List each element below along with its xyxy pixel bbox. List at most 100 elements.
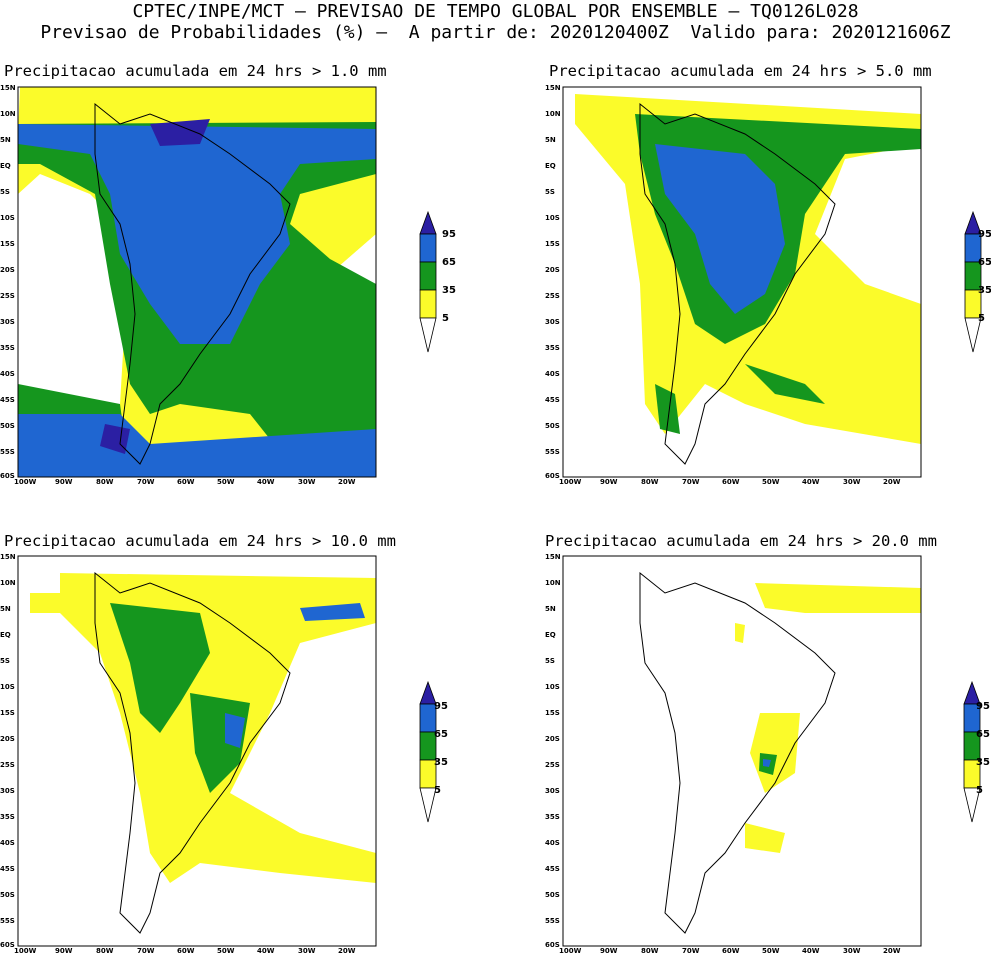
svg-text:70W: 70W bbox=[682, 947, 700, 955]
coastline bbox=[94, 102, 291, 465]
coastline bbox=[639, 102, 836, 465]
legend-label-65: 65 bbox=[434, 729, 448, 740]
svg-text:50S: 50S bbox=[545, 422, 560, 430]
svg-text:80W: 80W bbox=[641, 478, 659, 486]
svg-text:55S: 55S bbox=[0, 448, 15, 456]
svg-text:90W: 90W bbox=[600, 947, 618, 955]
svg-text:35S: 35S bbox=[545, 813, 560, 821]
panel-title-5mm: Precipitacao acumulada em 24 hrs > 5.0 m… bbox=[549, 62, 932, 80]
svg-text:40S: 40S bbox=[0, 839, 15, 847]
svg-text:25S: 25S bbox=[545, 761, 560, 769]
legend-colorbar-1mm bbox=[419, 210, 437, 353]
svg-text:60S: 60S bbox=[545, 472, 560, 480]
legend-label-35: 35 bbox=[434, 757, 448, 768]
svg-text:15S: 15S bbox=[0, 709, 15, 717]
svg-text:25S: 25S bbox=[0, 761, 15, 769]
svg-text:55S: 55S bbox=[545, 448, 560, 456]
svg-text:55S: 55S bbox=[0, 917, 15, 925]
svg-text:40S: 40S bbox=[0, 370, 15, 378]
main-subtitle: Previsao de Probabilidades (%) – A parti… bbox=[40, 22, 951, 43]
svg-text:60S: 60S bbox=[0, 472, 15, 480]
svg-text:80W: 80W bbox=[96, 478, 114, 486]
svg-text:30W: 30W bbox=[843, 478, 861, 486]
svg-text:60S: 60S bbox=[0, 941, 15, 949]
svg-text:20W: 20W bbox=[883, 478, 901, 486]
svg-text:40W: 40W bbox=[802, 947, 820, 955]
svg-text:5S: 5S bbox=[0, 188, 10, 196]
prob-65-region bbox=[655, 144, 785, 314]
svg-text:EQ: EQ bbox=[0, 631, 11, 639]
svg-text:20W: 20W bbox=[338, 947, 356, 955]
svg-text:40W: 40W bbox=[257, 947, 275, 955]
svg-text:70W: 70W bbox=[682, 478, 700, 486]
svg-text:EQ: EQ bbox=[545, 162, 556, 170]
legend-label-5: 5 bbox=[978, 313, 985, 324]
map-panel-20mm: 15N 10N 5N EQ 5S 10S 15S 20S 25S 30S 35S… bbox=[545, 553, 922, 955]
svg-text:35S: 35S bbox=[545, 344, 560, 352]
svg-text:20S: 20S bbox=[0, 266, 15, 274]
svg-text:5S: 5S bbox=[0, 657, 10, 665]
svg-text:70W: 70W bbox=[137, 947, 155, 955]
lat-tick-labels: 15N 10N 5N EQ 5S 10S 15S 20S 25S 30S 35S… bbox=[545, 84, 561, 480]
svg-text:20S: 20S bbox=[0, 735, 15, 743]
prob-5-region bbox=[735, 583, 921, 853]
svg-text:40S: 40S bbox=[545, 839, 560, 847]
legend-colorbar-10mm bbox=[419, 680, 437, 823]
svg-text:30W: 30W bbox=[843, 947, 861, 955]
lon-tick-labels: 100W 90W 80W 70W 60W 50W 40W 30W 20W bbox=[14, 947, 356, 955]
svg-text:10N: 10N bbox=[545, 110, 561, 118]
svg-text:40W: 40W bbox=[257, 478, 275, 486]
prob-95-region bbox=[100, 119, 210, 454]
legend-label-65: 65 bbox=[978, 257, 991, 268]
svg-text:30S: 30S bbox=[545, 318, 560, 326]
svg-text:30S: 30S bbox=[0, 318, 15, 326]
coastline bbox=[639, 571, 836, 934]
svg-text:90W: 90W bbox=[600, 478, 618, 486]
svg-text:55S: 55S bbox=[545, 917, 560, 925]
svg-text:30W: 30W bbox=[298, 947, 316, 955]
legend-colorbar-20mm bbox=[963, 680, 981, 823]
svg-text:70W: 70W bbox=[137, 478, 155, 486]
svg-text:50W: 50W bbox=[762, 478, 780, 486]
svg-text:5N: 5N bbox=[0, 605, 11, 613]
legend-colorbar-5mm bbox=[964, 210, 982, 353]
svg-text:100W: 100W bbox=[559, 478, 582, 486]
lon-tick-labels: 100W 90W 80W 70W 60W 50W 40W 30W 20W bbox=[14, 478, 356, 486]
lon-tick-labels: 100W 90W 80W 70W 60W 50W 40W 30W 20W bbox=[559, 478, 901, 486]
svg-text:100W: 100W bbox=[559, 947, 582, 955]
svg-text:45S: 45S bbox=[545, 396, 560, 404]
panel-title-10mm: Precipitacao acumulada em 24 hrs > 10.0 … bbox=[4, 532, 396, 550]
svg-text:50S: 50S bbox=[0, 422, 15, 430]
svg-text:35S: 35S bbox=[0, 813, 15, 821]
svg-text:50S: 50S bbox=[545, 891, 560, 899]
svg-text:60S: 60S bbox=[545, 941, 560, 949]
legend-label-35: 35 bbox=[978, 285, 991, 296]
svg-text:40S: 40S bbox=[545, 370, 560, 378]
legend-label-5: 5 bbox=[976, 785, 983, 796]
map-panel-10mm: 15N 10N 5N EQ 5S 10S 15S 20S 25S 30S 35S… bbox=[0, 553, 377, 955]
svg-text:50S: 50S bbox=[0, 891, 15, 899]
prob-65-region bbox=[763, 759, 771, 767]
svg-text:10S: 10S bbox=[545, 683, 560, 691]
svg-text:50W: 50W bbox=[217, 478, 235, 486]
legend-label-35: 35 bbox=[442, 285, 456, 296]
svg-text:25S: 25S bbox=[0, 292, 15, 300]
map-panel-5mm: 15N 10N 5N EQ 5S 10S 15S 20S 25S 30S 35S… bbox=[545, 84, 922, 486]
svg-text:10S: 10S bbox=[545, 214, 560, 222]
svg-text:35S: 35S bbox=[0, 344, 15, 352]
svg-text:15N: 15N bbox=[0, 553, 16, 561]
panel-title-1mm: Precipitacao acumulada em 24 hrs > 1.0 m… bbox=[4, 62, 387, 80]
svg-text:30W: 30W bbox=[298, 478, 316, 486]
svg-text:5N: 5N bbox=[545, 136, 556, 144]
svg-text:80W: 80W bbox=[96, 947, 114, 955]
svg-text:15N: 15N bbox=[545, 553, 561, 561]
svg-text:100W: 100W bbox=[14, 947, 37, 955]
legend-label-95: 95 bbox=[978, 229, 991, 240]
svg-text:10S: 10S bbox=[0, 214, 15, 222]
svg-text:25S: 25S bbox=[545, 292, 560, 300]
svg-text:60W: 60W bbox=[722, 947, 740, 955]
prob-65-region bbox=[225, 603, 365, 748]
svg-text:45S: 45S bbox=[0, 865, 15, 873]
svg-text:10N: 10N bbox=[545, 579, 561, 587]
svg-text:20S: 20S bbox=[545, 735, 560, 743]
